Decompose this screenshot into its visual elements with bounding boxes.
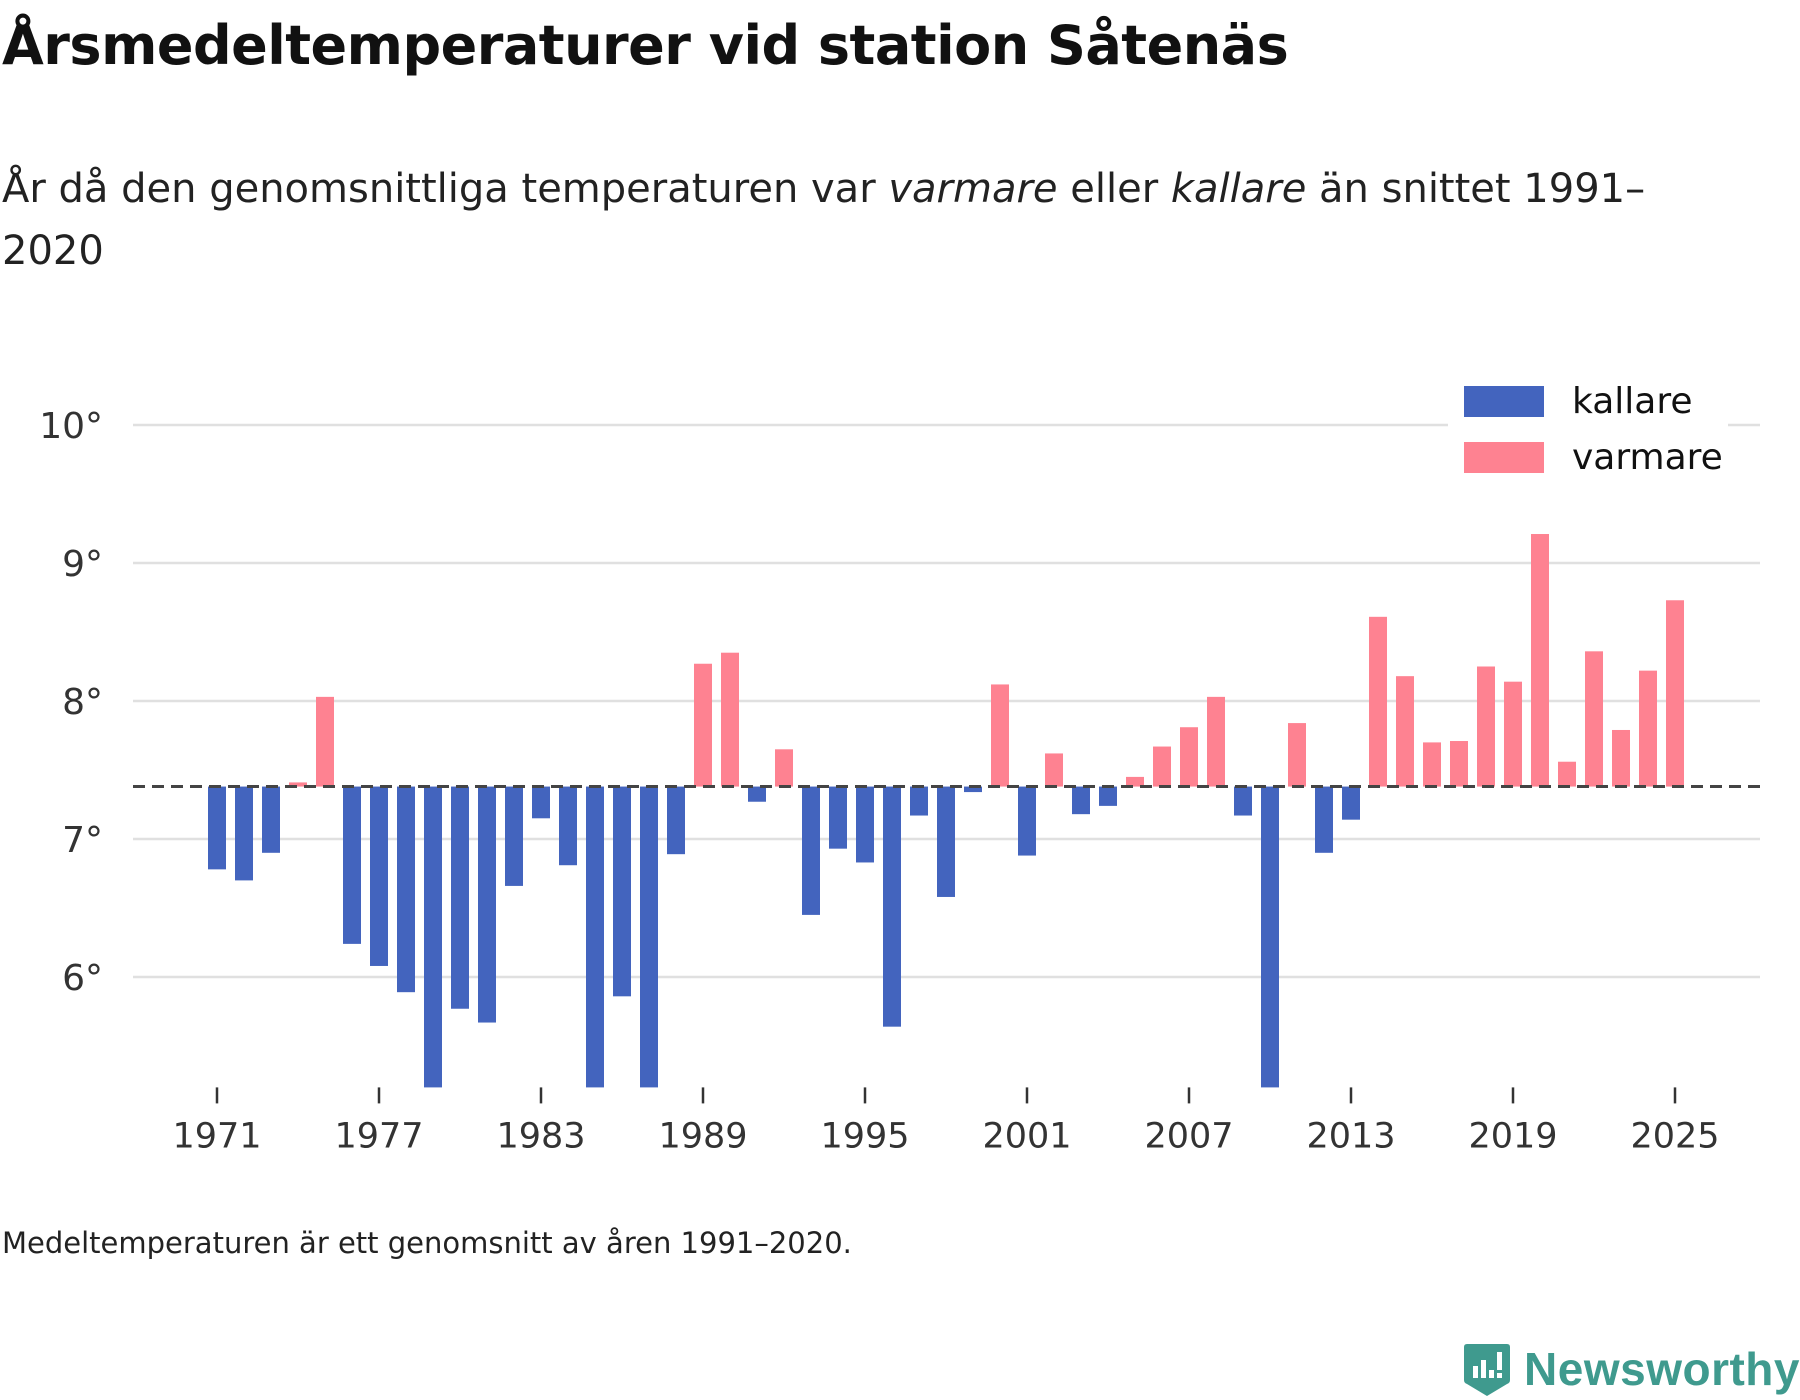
- x-axis-ticks: 1971 1977 1983 1989 1995 2001 2007 2013 2019 2025: [172, 1087, 1720, 1156]
- bar-1971: [208, 786, 226, 870]
- y-tick-label: 6°: [62, 958, 103, 999]
- subtitle-part-1: År då den genomsnittliga temperaturen va…: [2, 166, 889, 212]
- bars: [208, 534, 1684, 1088]
- bar-1985: [586, 786, 604, 1088]
- bar-2001: [1018, 786, 1036, 856]
- bar-1984: [559, 786, 577, 866]
- bar-1998: [937, 786, 955, 897]
- footnote: Medeltemperaturen är ett genomsnitt av å…: [2, 1226, 852, 1260]
- brand-logo: Newsworthy: [1462, 1340, 1800, 1398]
- bar-2024: [1639, 670, 1657, 787]
- y-tick-label: 8°: [62, 682, 103, 723]
- bar-1983: [532, 786, 550, 819]
- x-tick-label: 1989: [658, 1116, 747, 1156]
- bar-1997: [910, 786, 928, 816]
- x-tick-label: 1983: [496, 1116, 585, 1156]
- brand-name: Newsworthy: [1524, 1343, 1800, 1395]
- bar-2025: [1666, 600, 1684, 787]
- bar-2016: [1423, 742, 1441, 787]
- legend-colder-swatch: [1464, 386, 1544, 417]
- bar-2015: [1396, 676, 1414, 787]
- bar-2017: [1450, 741, 1468, 787]
- subtitle-colder-word: kallare: [1170, 166, 1307, 212]
- bar-1981: [478, 786, 496, 1023]
- bar-1990: [721, 652, 739, 787]
- bar-2000: [991, 684, 1009, 787]
- bar-2005: [1126, 776, 1144, 787]
- bar-1986: [613, 786, 631, 997]
- y-tick-label: 10°: [39, 406, 103, 447]
- bar-2003: [1072, 786, 1090, 815]
- bar-2011: [1288, 723, 1306, 787]
- bar-1972: [235, 786, 253, 881]
- bar-2004: [1099, 786, 1117, 806]
- x-tick-label: 1977: [334, 1116, 423, 1156]
- x-tick-label: 2007: [1144, 1116, 1233, 1156]
- bar-1979: [424, 786, 442, 1088]
- bar-2007: [1180, 727, 1198, 787]
- legend-warmer-label: varmare: [1572, 437, 1723, 478]
- bar-1980: [451, 786, 469, 1009]
- y-axis-labels: 6° 7° 8° 9° 10°: [39, 406, 103, 999]
- y-tick-label: 9°: [62, 544, 103, 585]
- bar-2014: [1369, 616, 1387, 787]
- bar-2012: [1315, 786, 1333, 853]
- bar-1976: [343, 786, 361, 944]
- bar-1987: [640, 786, 658, 1088]
- chart-subtitle: År då den genomsnittliga temperaturen va…: [2, 158, 1702, 282]
- bar-2023: [1612, 729, 1630, 787]
- bar-2006: [1153, 746, 1171, 787]
- x-tick-label: 2001: [982, 1116, 1071, 1156]
- bar-1991: [748, 786, 766, 802]
- x-tick-label: 1995: [820, 1116, 909, 1156]
- bar-1973: [262, 786, 280, 853]
- x-tick-label: 1971: [172, 1116, 261, 1156]
- legend: kallare varmare: [1448, 374, 1728, 480]
- bar-2021: [1558, 761, 1576, 787]
- y-tick-label: 7°: [62, 820, 103, 861]
- bar-2022: [1585, 651, 1603, 787]
- bar-1975: [316, 696, 334, 787]
- x-tick-label: 2013: [1306, 1116, 1395, 1156]
- bar-1982: [505, 786, 523, 886]
- bar-1993: [802, 786, 820, 915]
- x-tick-label: 2019: [1468, 1116, 1557, 1156]
- bar-2020: [1531, 534, 1549, 787]
- bar-1974: [289, 782, 307, 787]
- legend-colder-label: kallare: [1572, 381, 1693, 422]
- subtitle-warmer-word: varmare: [888, 166, 1058, 212]
- bar-2009: [1234, 786, 1252, 816]
- bar-1999: [964, 786, 982, 793]
- legend-warmer-swatch: [1464, 442, 1544, 473]
- subtitle-part-2: eller: [1057, 166, 1171, 212]
- x-tick-label: 2025: [1630, 1116, 1719, 1156]
- bar-2002: [1045, 753, 1063, 787]
- bar-1978: [397, 786, 415, 993]
- bar-2018: [1477, 666, 1495, 787]
- newsworthy-logo-icon: [1464, 1344, 1511, 1396]
- bar-1989: [694, 663, 712, 787]
- chart-title: Årsmedeltemperaturer vid station Såtenäs: [2, 14, 1289, 77]
- bar-1995: [856, 786, 874, 863]
- bar-1988: [667, 786, 685, 855]
- subtitle-part-3: än snittet 1991–2020: [2, 166, 1646, 274]
- bar-1994: [829, 786, 847, 849]
- bar-chart: 6° 7° 8° 9° 10° 1971 1977 1983 1989 1995 2001 2007…: [39, 374, 1760, 1156]
- bar-2019: [1504, 681, 1522, 787]
- bar-1977: [370, 786, 388, 966]
- bar-1992: [775, 749, 793, 787]
- bar-2013: [1342, 786, 1360, 820]
- bar-2010: [1261, 786, 1279, 1088]
- bar-1996: [883, 786, 901, 1027]
- bar-2008: [1207, 696, 1225, 787]
